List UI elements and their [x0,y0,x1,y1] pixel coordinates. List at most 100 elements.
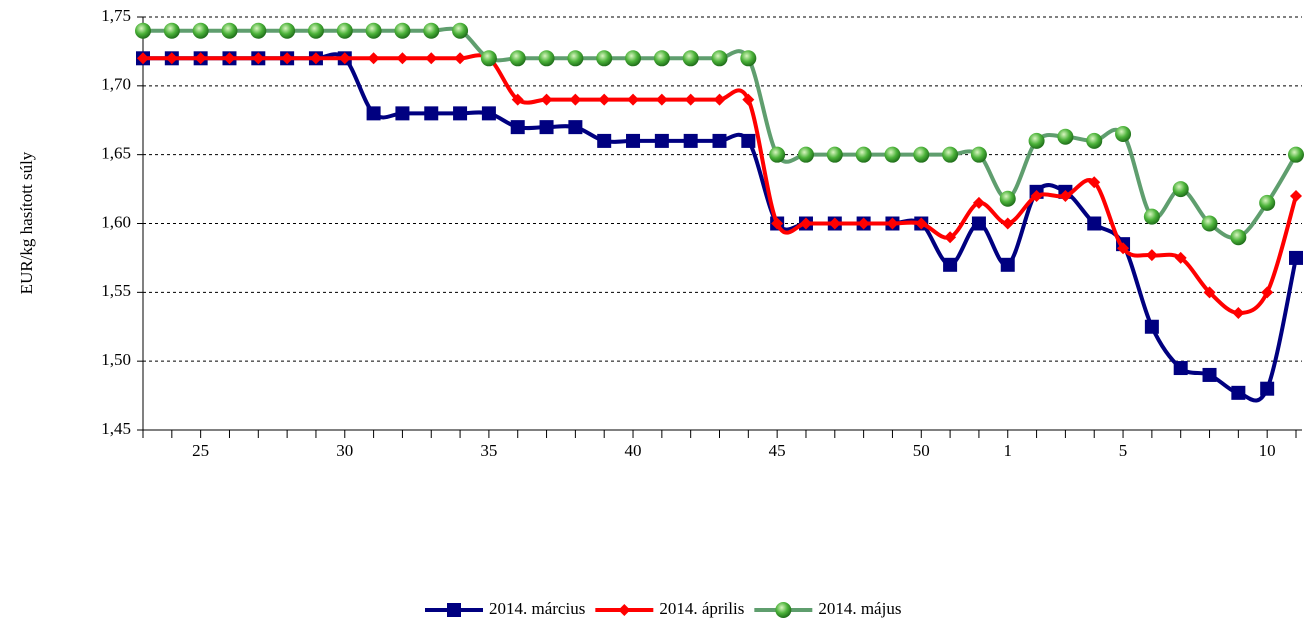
y-tick-label: 1,55 [101,281,131,300]
marker [884,146,901,163]
marker [742,93,755,106]
marker [539,120,554,135]
marker [137,52,149,65]
x-tick-label: 45 [769,441,786,460]
x-tick-label: 5 [1119,441,1128,460]
marker [625,50,642,67]
marker [221,22,238,39]
marker [826,146,843,163]
marker [1174,251,1187,264]
marker [1259,194,1276,211]
marker [886,217,899,230]
marker [1086,132,1103,149]
marker [366,106,381,121]
marker [510,120,525,135]
marker [1117,242,1130,255]
y-tick-label: 1,70 [101,75,131,94]
marker [771,217,784,230]
marker [395,106,410,121]
marker [1087,216,1102,231]
marker [598,93,611,106]
marker [540,93,553,106]
marker [192,22,209,39]
marker [1202,367,1217,382]
marker [741,133,756,148]
marker [1143,208,1160,225]
marker [1028,132,1045,149]
marker [1001,217,1014,230]
marker [971,216,986,231]
marker [481,106,496,121]
marker [1261,286,1274,299]
marker [797,146,814,163]
marker [828,217,841,230]
x-tick-label: 1 [1004,441,1013,460]
marker [1172,181,1189,198]
marker [944,231,957,244]
marker [509,50,526,67]
marker [1290,189,1302,202]
marker [1115,126,1132,143]
marker [683,133,698,148]
marker [454,52,467,65]
legend: 2014. március 2014. április 2014. május [425,599,901,618]
y-tick-label: 1,75 [101,6,131,25]
marker [597,133,612,148]
marker [618,604,631,616]
marker [309,52,322,65]
marker [452,22,469,39]
marker [1144,319,1159,334]
marker [942,146,959,163]
marker [394,22,411,39]
y-tick-label: 1,45 [101,419,131,438]
marker [281,52,294,65]
marker [165,52,178,65]
marker [626,133,641,148]
marker [857,217,870,230]
marker [453,106,468,121]
marker [799,217,812,230]
marker [425,52,438,65]
marker [396,52,409,65]
marker [250,22,267,39]
marker [627,93,640,106]
marker [538,50,555,67]
marker [1288,146,1304,163]
marker [1000,257,1015,272]
series-line [142,52,1298,403]
marker [655,93,668,106]
x-tick-label: 35 [480,441,497,460]
marker [711,50,728,67]
marker [1059,189,1072,202]
x-tick-label: 25 [192,441,209,460]
marker [135,22,151,39]
marker [653,50,670,67]
marker [855,146,872,163]
marker [769,146,786,163]
marker [682,50,699,67]
marker [423,22,440,39]
x-tick-label: 30 [336,441,353,460]
marker [569,93,582,106]
marker [447,603,461,617]
marker [338,52,351,65]
marker [1289,250,1303,265]
marker [1201,215,1218,232]
marker [1260,381,1275,396]
marker [511,93,524,106]
marker [740,50,757,67]
marker [775,602,792,618]
marker [568,120,583,135]
marker [712,133,727,148]
marker [252,52,265,65]
marker [913,146,930,163]
marker [970,146,987,163]
y-tick-label: 1,50 [101,350,131,369]
marker [1145,249,1158,262]
marker [1231,385,1246,400]
y-axis-label: EUR/kg hasított súly [17,151,36,294]
marker [684,93,697,106]
marker [567,50,584,67]
marker [713,93,726,106]
